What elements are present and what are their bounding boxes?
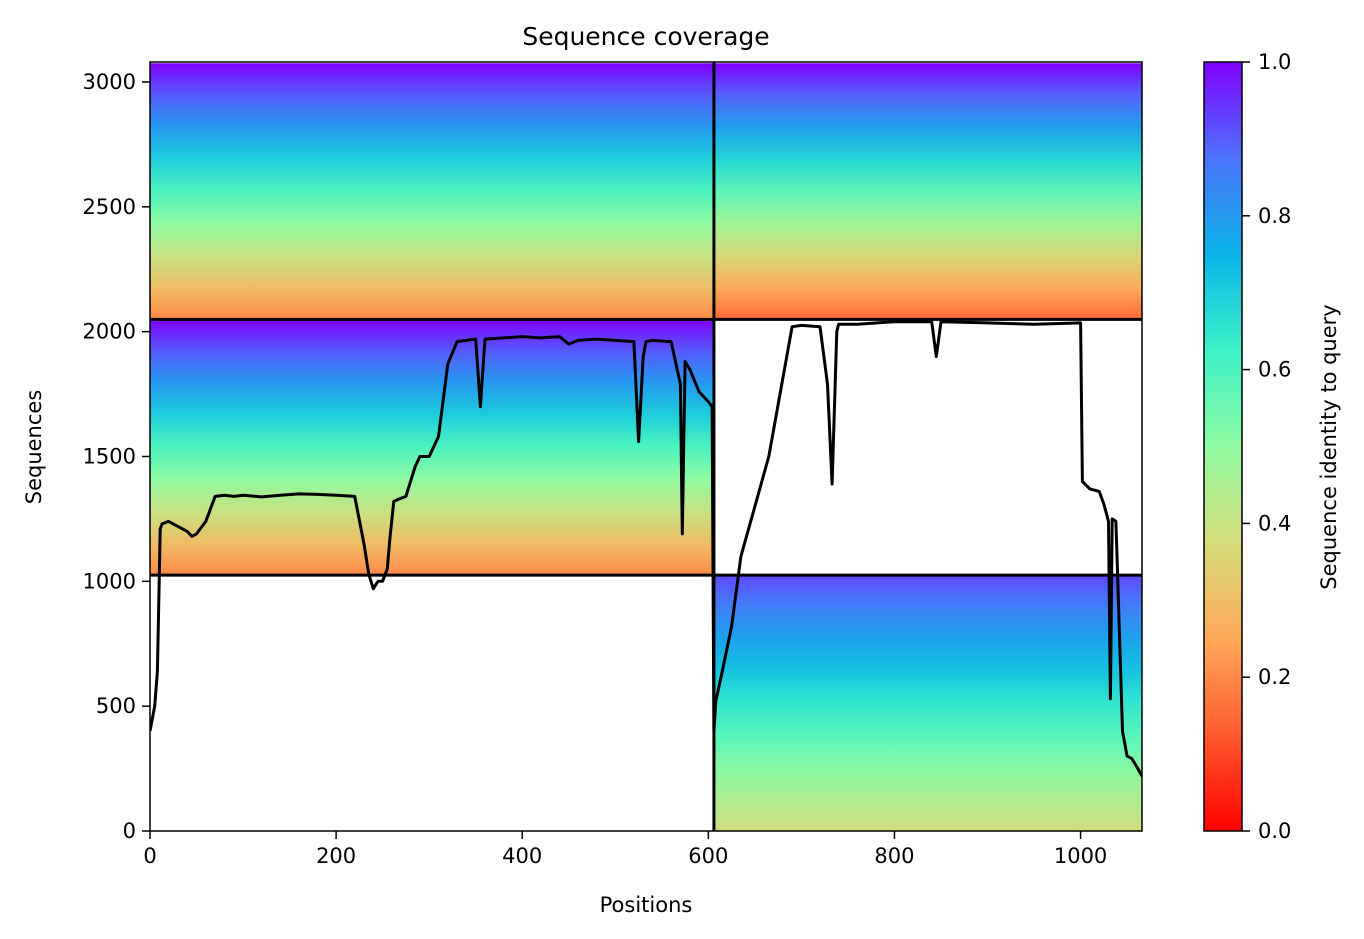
chain-B-block-3 <box>713 575 1142 831</box>
y-tick-label: 2500 <box>83 195 136 219</box>
colorbar-tick-label: 0.6 <box>1258 358 1291 382</box>
y-tick-label: 500 <box>96 694 136 718</box>
colorbar-gradient <box>1204 62 1242 831</box>
x-tick-label: 200 <box>316 844 356 868</box>
y-tick-label: 0 <box>123 819 136 843</box>
plot-frame <box>149 61 1143 832</box>
x-axis-ticks: 0 200 400 600 800 1000 <box>143 831 1107 868</box>
chart-title: Sequence coverage <box>522 22 769 51</box>
y-axis-ticks: 0 500 1000 1500 2000 2500 3000 <box>83 70 150 843</box>
colorbar-frame <box>1203 61 1243 832</box>
colorbar-tick-label: 1.0 <box>1258 50 1291 74</box>
x-tick-label: 1000 <box>1054 844 1107 868</box>
colorbar-label: Sequence identity to query <box>1317 304 1341 589</box>
y-axis-label: Sequences <box>22 390 46 505</box>
x-tick-label: 400 <box>502 844 542 868</box>
y-tick-label: 2000 <box>83 320 136 344</box>
x-axis-label: Positions <box>600 893 693 917</box>
y-tick-label: 1000 <box>83 569 136 593</box>
colorbar-ticks: 0.0 0.2 0.4 0.6 0.8 1.0 <box>1242 50 1291 843</box>
colorbar-tick-label: 0.0 <box>1258 819 1291 843</box>
chain-B-block-1 <box>713 63 1142 320</box>
colorbar-tick-label: 0.8 <box>1258 204 1291 228</box>
colorbar: 0.0 0.2 0.4 0.6 0.8 1.0 Sequence identity to … <box>1203 50 1341 843</box>
x-tick-label: 0 <box>143 844 156 868</box>
plot-area <box>150 62 1142 831</box>
colorbar-tick-label: 0.2 <box>1258 665 1291 689</box>
x-tick-label: 800 <box>874 844 914 868</box>
y-tick-label: 3000 <box>83 70 136 94</box>
chain-A-block-1 <box>150 63 714 320</box>
y-tick-label: 1500 <box>83 444 136 468</box>
x-tick-label: 600 <box>688 844 728 868</box>
identity-blocks <box>150 63 1142 831</box>
coverage-line <box>150 320 1142 777</box>
colorbar-tick-label: 0.4 <box>1258 511 1291 535</box>
